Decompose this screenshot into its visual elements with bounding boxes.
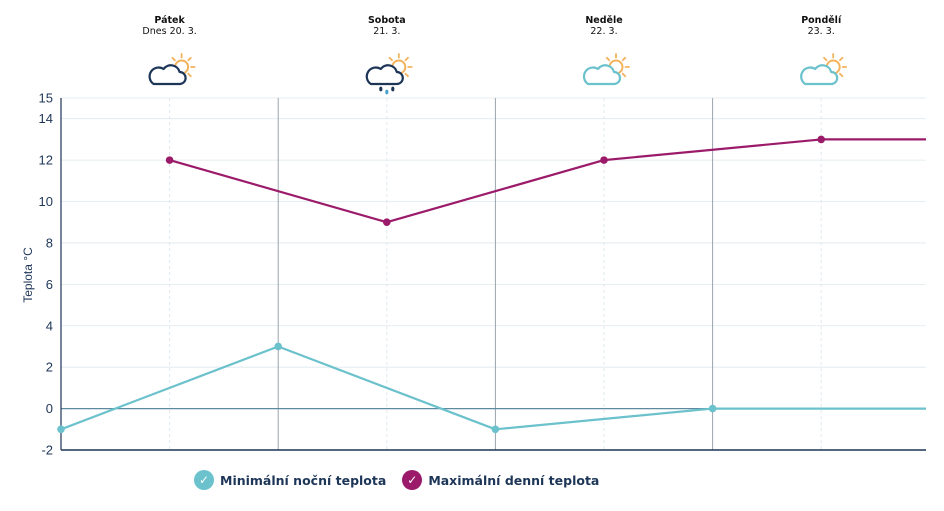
partly-cloudy-icon bbox=[800, 53, 848, 86]
y-tick-label: 4 bbox=[46, 318, 53, 333]
day-name: Pondělí bbox=[801, 15, 842, 26]
rain-drop bbox=[385, 89, 389, 95]
series-line-min bbox=[60, 345, 926, 431]
sun-ray bbox=[404, 56, 409, 62]
legend-label-min: Minimální noční teplota bbox=[220, 472, 387, 488]
cloud-sun-rain-icon bbox=[365, 53, 413, 95]
day-name: Sobota bbox=[368, 15, 406, 26]
day-date: Dnes 20. 3. bbox=[142, 26, 196, 37]
day-date: 22. 3. bbox=[590, 26, 617, 37]
legend-label-max: Maximální denní teplota bbox=[428, 472, 600, 488]
data-point-min bbox=[491, 425, 500, 434]
y-axis-label: Teplota °C bbox=[21, 247, 35, 303]
sun-ray bbox=[171, 56, 176, 62]
data-point-max bbox=[817, 135, 825, 144]
day-name: Pátek bbox=[154, 15, 185, 26]
partly-cloudy-icon bbox=[582, 53, 630, 86]
data-point-max bbox=[383, 218, 391, 227]
sun-ray bbox=[823, 56, 828, 62]
y-tick-label: 6 bbox=[46, 277, 53, 292]
y-tick-label: 10 bbox=[39, 194, 53, 209]
y-tick-label: 15 bbox=[39, 91, 53, 106]
rain-drop bbox=[379, 86, 383, 92]
check-icon: ✓ bbox=[402, 470, 423, 490]
legend: ✓ Minimální noční teplota ✓ Maximální de… bbox=[194, 470, 599, 490]
y-tick-label: 14 bbox=[39, 111, 53, 126]
day-name: Neděle bbox=[585, 15, 622, 26]
data-point-max bbox=[600, 156, 608, 164]
sun-ray bbox=[605, 56, 611, 62]
y-tick-label: 0 bbox=[46, 401, 53, 416]
series-line-max bbox=[169, 138, 926, 224]
sun-ray bbox=[388, 56, 393, 62]
cloud-shape bbox=[800, 64, 839, 86]
y-tick-label: 12 bbox=[39, 153, 53, 168]
cloud-shape bbox=[148, 64, 187, 86]
check-icon: ✓ bbox=[194, 470, 214, 490]
y-tick-label: 8 bbox=[46, 235, 53, 250]
cloud-shape bbox=[365, 64, 404, 86]
y-axis: -2 0 2 4 6 8 10 12 14 15 bbox=[39, 91, 926, 458]
sun-ray bbox=[187, 72, 192, 78]
sun-ray bbox=[621, 72, 627, 78]
sun-ray bbox=[839, 72, 844, 78]
data-point-min bbox=[708, 404, 717, 413]
series bbox=[57, 135, 926, 434]
cloud-sun-icon bbox=[148, 53, 196, 86]
weather-icons bbox=[148, 53, 848, 95]
rain-drop bbox=[391, 86, 395, 92]
sun-ray bbox=[187, 56, 192, 62]
legend-item-min[interactable]: ✓ Minimální noční teplota bbox=[194, 470, 386, 490]
sun-ray bbox=[839, 56, 844, 62]
sun-ray bbox=[621, 56, 627, 62]
day-date: 21. 3. bbox=[373, 26, 400, 37]
cloud-shape bbox=[582, 64, 622, 86]
data-point-min bbox=[274, 342, 283, 351]
y-tick-label: 2 bbox=[46, 360, 53, 375]
sun-ray bbox=[404, 72, 409, 78]
data-point-min bbox=[57, 425, 65, 434]
legend-item-max[interactable]: ✓ Maximální denní teplota bbox=[402, 470, 599, 490]
data-point-max bbox=[165, 156, 174, 164]
grid bbox=[61, 97, 926, 451]
y-tick-label: -2 bbox=[41, 443, 53, 458]
day-date: 23. 3. bbox=[808, 26, 835, 37]
